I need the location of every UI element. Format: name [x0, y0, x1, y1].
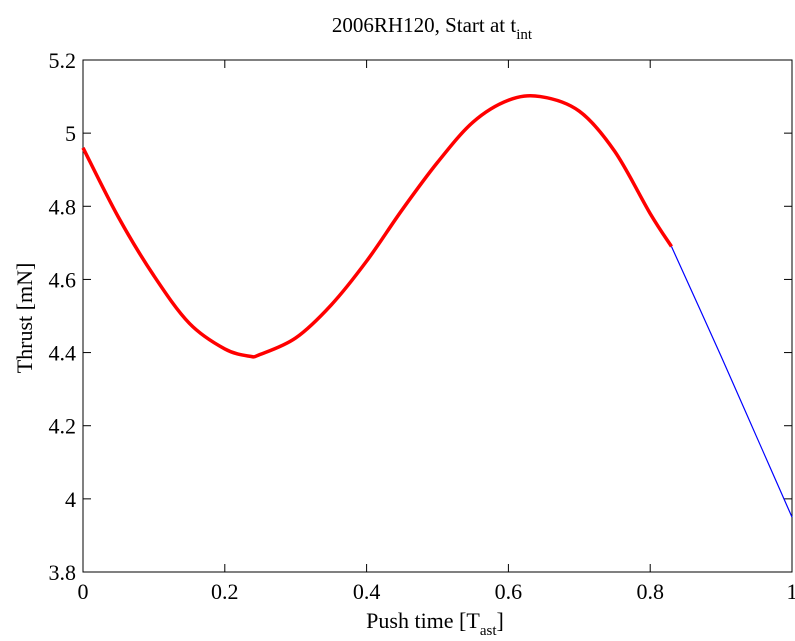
x-tick-label: 0: [78, 579, 89, 604]
series-line-red: [81, 94, 673, 359]
plot-frame: [82, 59, 793, 573]
x-tick-label: 0.2: [211, 579, 239, 604]
chart-title-main: 2006RH120, Start at t: [332, 13, 516, 37]
x-tick-label: 0.8: [636, 579, 664, 604]
chart-title: 2006RH120, Start at tint: [332, 13, 533, 43]
x-tick-label: 0.4: [353, 579, 381, 604]
chart-title-subscript: int: [516, 27, 533, 43]
x-axis-label: Push time [Tast]: [366, 608, 504, 639]
x-tick-label: 1: [787, 579, 795, 604]
y-tick-label: 5.2: [49, 48, 77, 73]
y-tick-label: 3.8: [49, 560, 77, 585]
x-axis-label-main: Push time [T: [366, 608, 480, 633]
x-tick-label: 0.6: [495, 579, 523, 604]
y-tick-label: 4.8: [49, 194, 77, 219]
y-tick-label: 4.4: [49, 341, 77, 366]
y-tick-label: 4.2: [49, 414, 77, 439]
y-tick-label: 5: [65, 121, 76, 146]
series-line-blue: [670, 246, 793, 518]
plot-area: 0 0.2 0.4 0.6 0.8 1 3.8 4 4.2 4.4 4.6 4.8 5 5.2: [49, 48, 795, 604]
x-axis-label-subscript: ast: [480, 623, 497, 639]
y-tick-label: 4: [65, 487, 76, 512]
y-tick-label: 4.6: [49, 267, 77, 292]
x-axis-label-suffix: ]: [497, 608, 504, 633]
y-axis-label: Thrust [mN]: [12, 263, 37, 374]
